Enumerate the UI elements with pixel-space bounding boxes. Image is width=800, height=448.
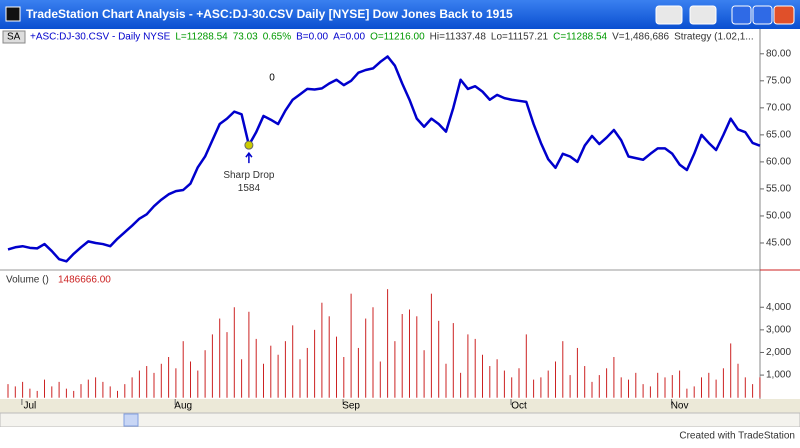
y-tick-label: 3,000: [766, 324, 791, 335]
panel-value: 1486666.00: [58, 275, 111, 286]
info-button[interactable]: [689, 5, 717, 25]
x-tick-label: Aug: [174, 401, 192, 412]
status-item: 73.03: [233, 32, 258, 43]
window-title: TradeStation Chart Analysis - +ASC:DJ-30…: [26, 7, 513, 21]
y-tick-label: 75.00: [766, 75, 791, 86]
status-item: L=11288.54: [175, 32, 228, 43]
status-item: O=11216.00: [370, 32, 425, 43]
status-item: 0.65%: [263, 32, 291, 43]
annotation: Sharp Drop: [223, 170, 275, 181]
x-tick-label: Nov: [671, 401, 689, 412]
y-tick-label: 4,000: [766, 302, 791, 313]
status-item: A=0.00: [333, 32, 365, 43]
status-item: C=11288.54: [553, 32, 607, 43]
y-tick-label: 70.00: [766, 102, 791, 113]
price-line: [7, 55, 761, 263]
scrollbar[interactable]: [0, 412, 800, 428]
y-tick-label: 45.00: [766, 238, 791, 249]
minimize-button[interactable]: [731, 5, 752, 25]
app-icon: [5, 6, 21, 22]
signal-arrow: [245, 151, 253, 164]
tab: [2, 30, 26, 44]
x-tick-label: Oct: [511, 401, 527, 412]
y-tick-label: 80.00: [766, 48, 791, 59]
x-tick-label: Jul: [24, 401, 37, 412]
scroll-thumb[interactable]: [123, 413, 139, 427]
x-tick-label: Sep: [342, 401, 360, 412]
status-item: Hi=11337.48: [430, 32, 487, 43]
symbol-button[interactable]: [655, 5, 683, 25]
close-button[interactable]: [773, 5, 795, 25]
annotation: 0: [269, 73, 275, 84]
status-item: +ASC:DJ-30.CSV - Daily NYSE: [30, 32, 171, 43]
tab-label: SA: [7, 32, 21, 43]
date-axis: [0, 399, 800, 413]
status-item: B=0.00: [296, 32, 328, 43]
annotation: 1584: [238, 183, 261, 194]
chart-area: [0, 29, 800, 399]
status-item: V=1,486,686: [612, 32, 669, 43]
footer: Created with TradeStation: [679, 431, 795, 442]
footer-bar: [0, 427, 800, 443]
y-tick-label: 1,000: [766, 370, 791, 381]
y-tick-label: 55.00: [766, 184, 791, 195]
y-tick-label: 65.00: [766, 130, 791, 141]
panel-title: Volume (): [6, 275, 49, 286]
y-tick-label: 50.00: [766, 211, 791, 222]
status-item: Strategy (1.02,1...: [674, 32, 754, 43]
y-tick-label: 60.00: [766, 157, 791, 168]
signal-marker: [244, 140, 254, 150]
y-tick-label: 2,000: [766, 347, 791, 358]
maximize-button[interactable]: [752, 5, 773, 25]
status-item: Lo=11157.21: [491, 32, 549, 43]
